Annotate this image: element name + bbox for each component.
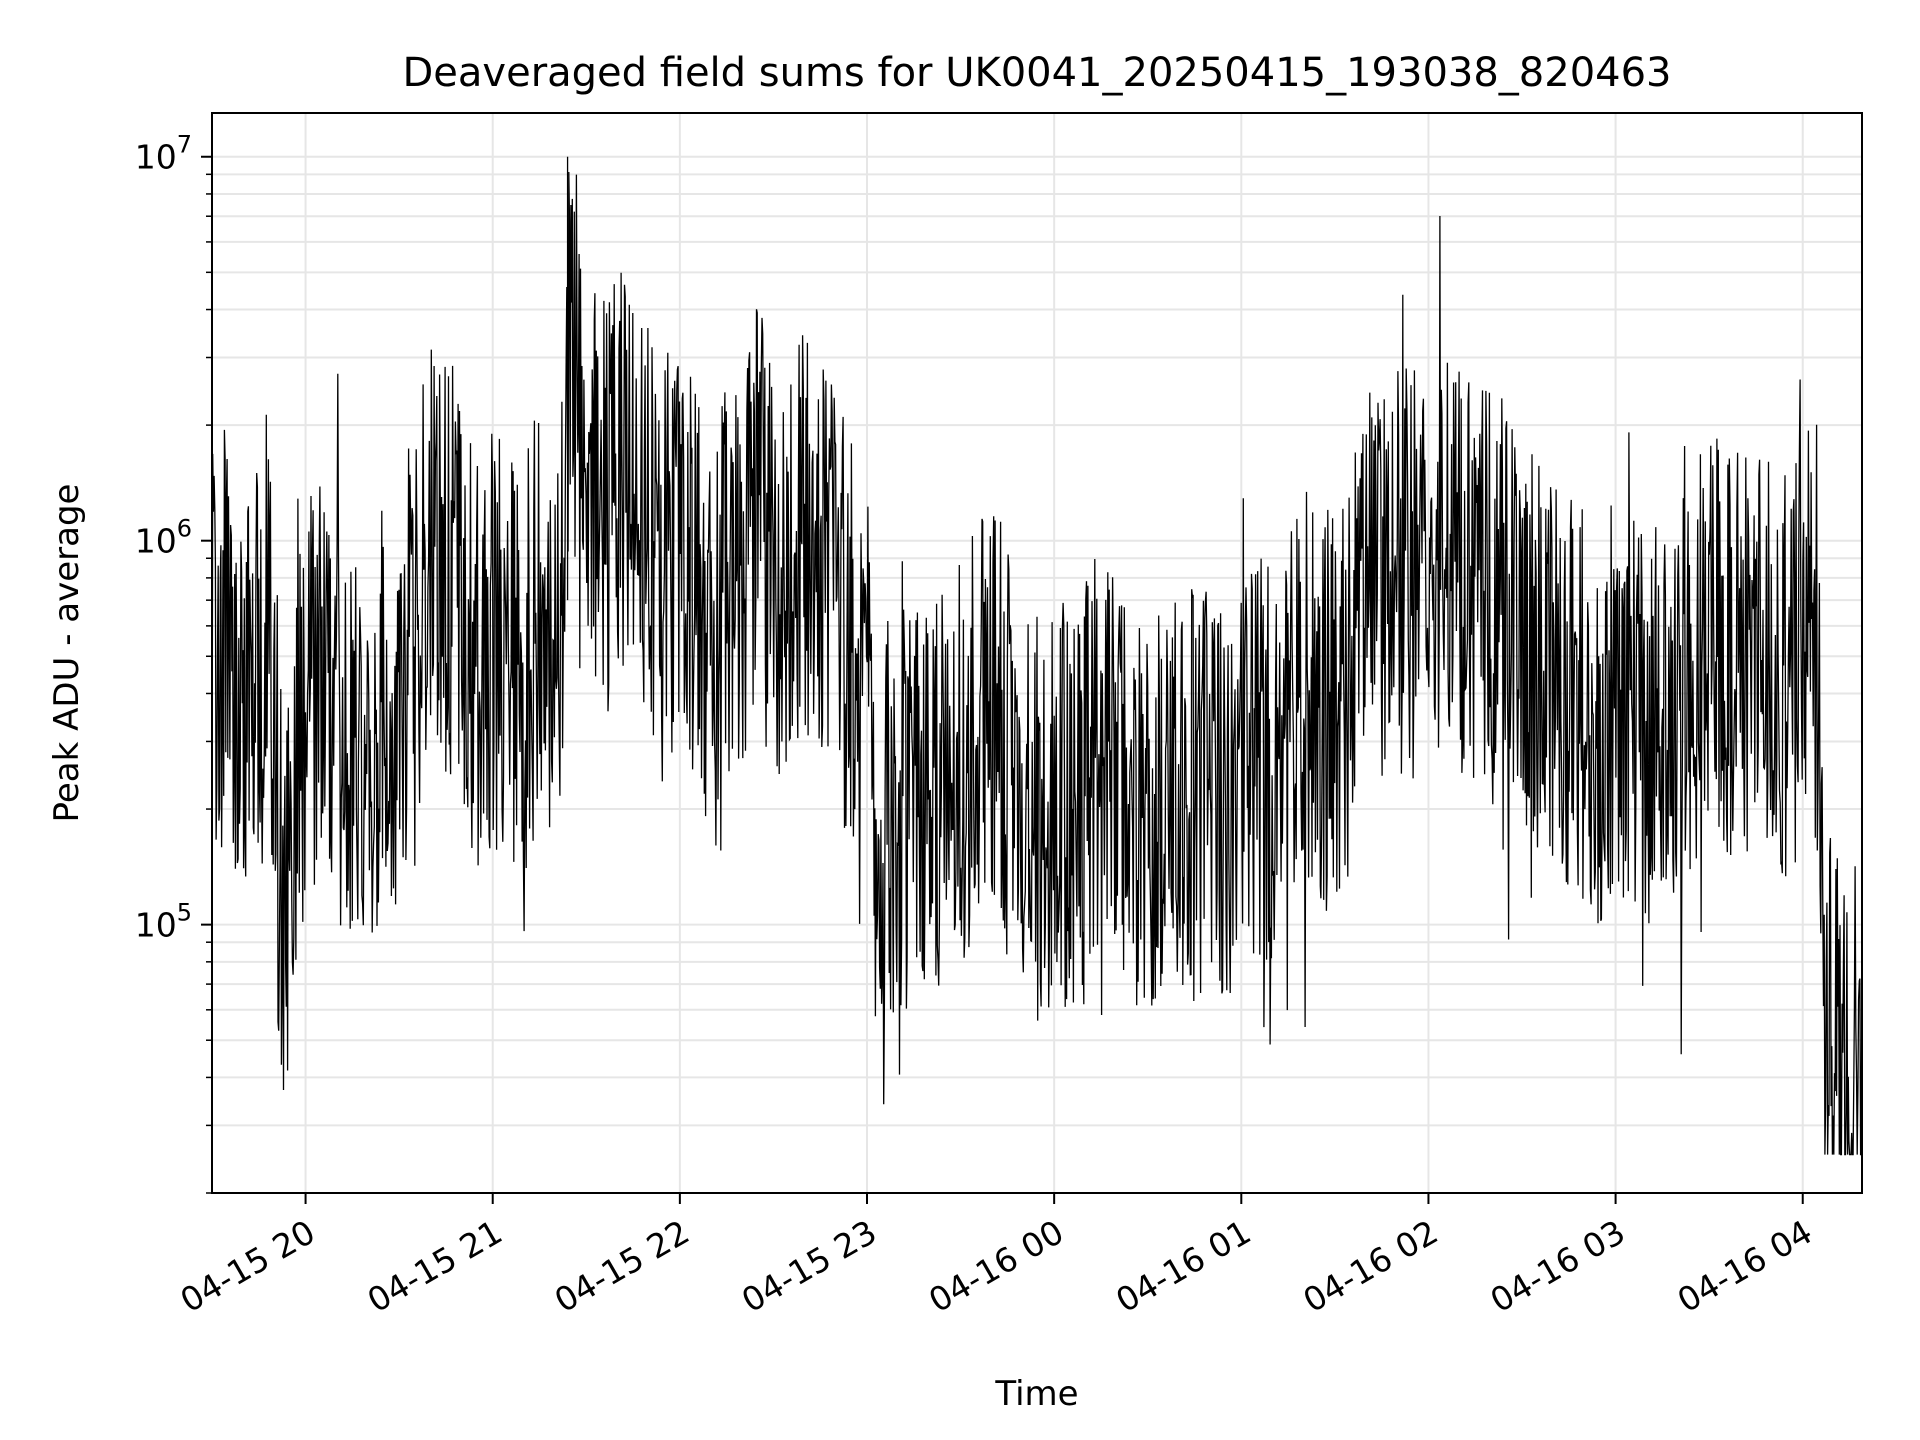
y-axis: 105 106 107 (135, 131, 212, 1194)
x-tick-label: 04-15 20 (174, 1212, 322, 1320)
x-tick-label: 04-16 02 (1296, 1212, 1444, 1320)
y-axis-label: Peak ADU - average (47, 484, 87, 823)
x-tick-label: 04-15 23 (735, 1212, 883, 1320)
x-tick-label: 04-16 00 (922, 1212, 1070, 1320)
x-tick-label: 04-15 21 (361, 1212, 509, 1320)
x-axis-label: Time (994, 1374, 1078, 1414)
chart-title: Deaveraged field sums for UK0041_2025041… (402, 50, 1671, 96)
x-tick-label: 04-16 03 (1484, 1212, 1632, 1320)
x-tick-label: 04-16 04 (1671, 1212, 1819, 1320)
y-tick-label: 107 (135, 131, 192, 177)
x-tick-label: 04-16 01 (1109, 1212, 1257, 1320)
series-line (211, 171, 1863, 1156)
x-tick-label: 04-15 22 (548, 1212, 696, 1320)
y-tick-label: 105 (135, 899, 192, 945)
x-axis: 04-15 20 04-15 21 04-15 22 04-15 23 04-16 00… (174, 1193, 1819, 1320)
y-tick-label: 106 (135, 515, 192, 561)
plot-frame (211, 112, 1863, 1194)
